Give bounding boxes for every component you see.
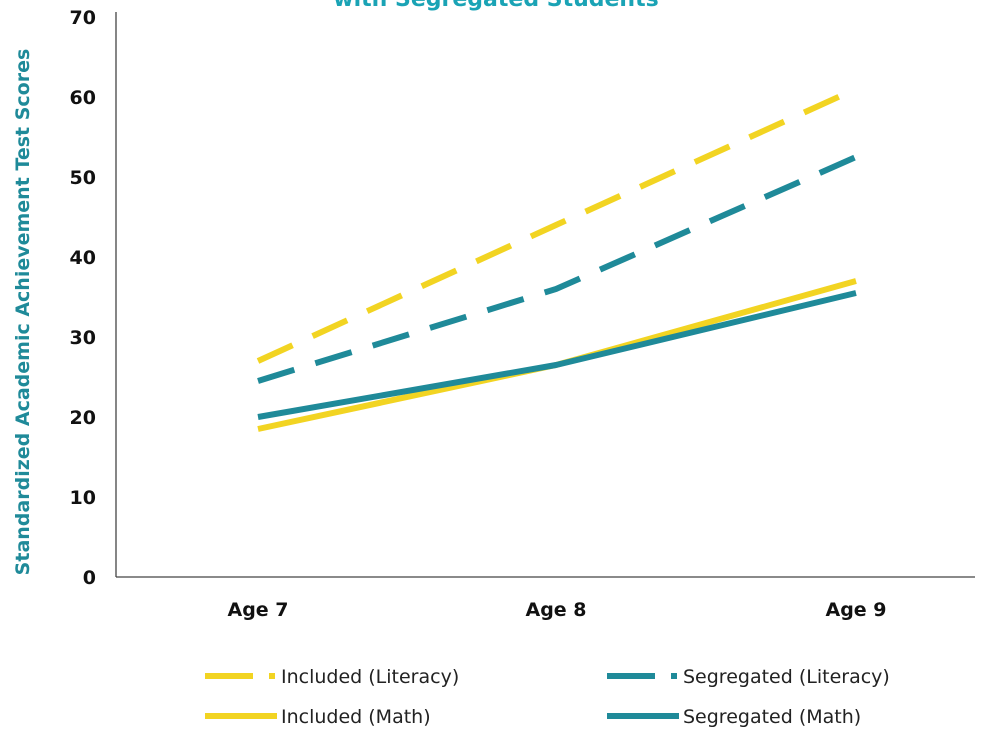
legend-label: Segregated (Math) xyxy=(683,706,861,728)
y-tick-label: 20 xyxy=(70,407,96,429)
x-tick-label: Age 7 xyxy=(227,599,288,621)
y-tick-label: 50 xyxy=(70,167,96,189)
legend-item: Included (Literacy) xyxy=(205,666,459,688)
legend-item: Segregated (Literacy) xyxy=(607,666,890,688)
series-line-0 xyxy=(256,86,858,364)
y-tick-label: 0 xyxy=(83,567,96,589)
x-tick-label: Age 9 xyxy=(825,599,886,621)
legend-item: Included (Math) xyxy=(205,706,431,728)
x-tick-label: Age 8 xyxy=(525,599,586,621)
y-tick-label: 40 xyxy=(70,247,96,269)
y-tick-label: 30 xyxy=(70,327,96,349)
y-tick-label: 60 xyxy=(70,87,96,109)
y-axis-label: Standardized Academic Achievement Test S… xyxy=(12,49,34,576)
chart-title: with Segregated Students xyxy=(333,0,658,12)
legend-label: Included (Math) xyxy=(281,706,431,728)
legend-label: Included (Literacy) xyxy=(281,666,459,688)
y-tick-label: 10 xyxy=(70,487,96,509)
series-line-1 xyxy=(257,154,858,384)
y-tick-label: 70 xyxy=(70,7,96,29)
legend-label: Segregated (Literacy) xyxy=(683,666,890,688)
legend-item: Segregated (Math) xyxy=(607,706,861,728)
